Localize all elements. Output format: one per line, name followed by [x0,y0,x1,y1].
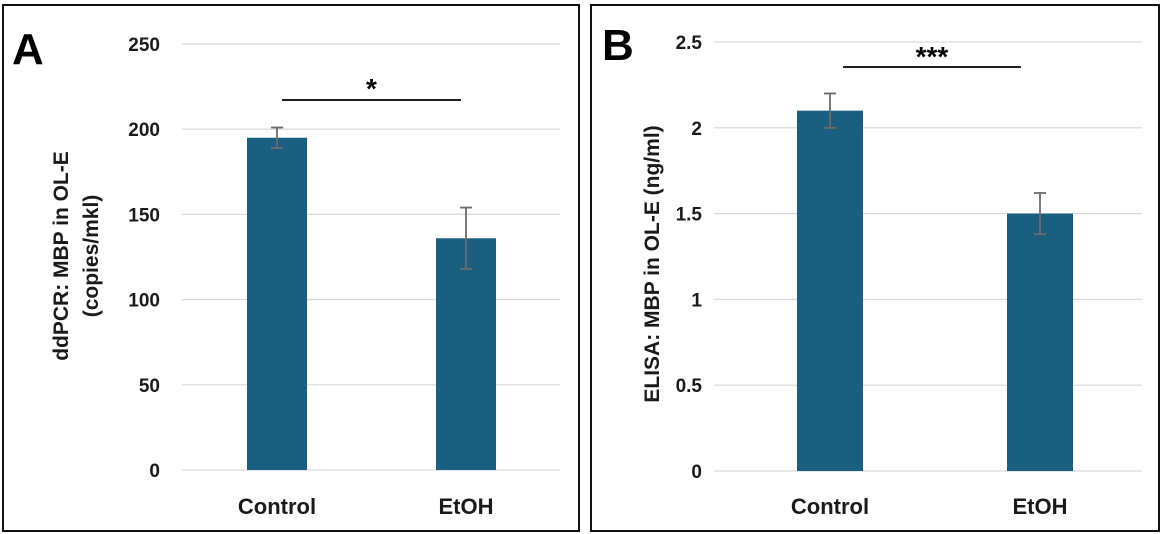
chart-b-svg: B 0 0.5 1 1.5 2 2.5 Control EtOH *** ELISA: MBP i… [602,21,1142,519]
chart-panel-b: B 0 0.5 1 1.5 2 2.5 Control EtOH *** ELISA: MBP i… [590,4,1160,532]
y-tick-label-a: 100 [128,291,160,312]
bar-a-etoh [436,238,496,470]
y-tick-label-b: 0.5 [676,376,703,397]
y-tick-label-b: 2.5 [676,33,703,54]
y-tick-label-a: 50 [139,376,160,397]
chart-a-svg: A 0 50 100 150 200 250 Control EtOH * ddPCR: MBP … [12,25,560,519]
bar-b-control [797,110,863,471]
y-tick-label-b: 1 [691,290,702,311]
y-axis-label-line-a: ddPCR: MBP in OL-E [50,151,73,361]
x-category-label-a: Control [238,494,316,519]
y-tick-label-b: 1.5 [676,205,703,226]
y-axis-label-line-b: ELISA: MBP in OL-E (ng/ml) [641,125,664,402]
panel-letter-a: A [12,25,44,74]
y-axis-label-b: ELISA: MBP in OL-E (ng/ml) [641,125,664,402]
x-category-label-a: EtOH [439,494,494,519]
y-axis-label-a: ddPCR: MBP in OL-E (copies/mkl) [50,151,103,361]
significance-marker-a: * [366,73,377,104]
y-axis-label-line-a: (copies/mkl) [80,195,103,318]
y-tick-label-a: 250 [128,35,160,56]
bar-a-control [247,137,307,470]
x-category-label-b: Control [791,494,869,519]
bar-b-etoh [1007,213,1073,471]
y-tick-label-b: 2 [691,119,702,140]
chart-panel-a: A 0 50 100 150 200 250 Control EtOH * ddPCR: MBP … [2,4,580,532]
x-category-label-b: EtOH [1013,494,1068,519]
y-tick-label-b: 0 [691,462,702,483]
y-tick-label-a: 0 [149,461,160,482]
panel-letter-b: B [602,21,634,70]
y-tick-label-a: 150 [128,205,160,226]
y-tick-label-a: 200 [128,120,160,141]
significance-marker-b: *** [916,41,949,72]
